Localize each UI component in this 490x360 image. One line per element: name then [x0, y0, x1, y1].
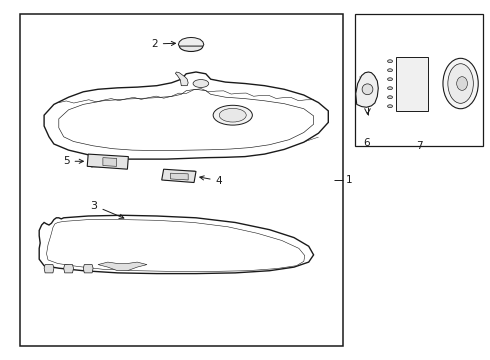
Ellipse shape — [443, 58, 478, 109]
Polygon shape — [39, 215, 314, 274]
Ellipse shape — [448, 64, 473, 103]
Text: 4: 4 — [200, 176, 222, 186]
Polygon shape — [171, 173, 188, 180]
Polygon shape — [44, 265, 54, 273]
Polygon shape — [59, 89, 314, 150]
Polygon shape — [162, 169, 196, 183]
Ellipse shape — [388, 96, 392, 99]
Polygon shape — [356, 72, 378, 107]
Ellipse shape — [388, 105, 392, 108]
Ellipse shape — [362, 84, 373, 95]
Polygon shape — [64, 265, 74, 273]
Polygon shape — [87, 154, 128, 169]
Ellipse shape — [388, 78, 392, 81]
Ellipse shape — [193, 80, 209, 87]
Bar — [20, 14, 343, 346]
Text: 6: 6 — [363, 138, 370, 148]
Text: 3: 3 — [91, 201, 124, 219]
Ellipse shape — [388, 69, 392, 72]
Polygon shape — [103, 158, 117, 166]
Text: 7: 7 — [416, 141, 422, 151]
Ellipse shape — [179, 41, 203, 51]
Polygon shape — [175, 72, 188, 86]
Ellipse shape — [220, 108, 246, 122]
Bar — [396, 57, 428, 111]
Polygon shape — [47, 220, 305, 271]
Bar — [355, 14, 483, 146]
Polygon shape — [44, 72, 328, 159]
Text: 2: 2 — [151, 39, 175, 49]
Polygon shape — [83, 265, 93, 273]
Text: 5: 5 — [63, 156, 83, 166]
Ellipse shape — [388, 60, 392, 63]
Ellipse shape — [457, 77, 467, 90]
Text: 1: 1 — [345, 175, 352, 185]
Polygon shape — [178, 37, 204, 46]
Polygon shape — [98, 262, 147, 271]
Ellipse shape — [388, 87, 392, 90]
Ellipse shape — [213, 105, 252, 125]
